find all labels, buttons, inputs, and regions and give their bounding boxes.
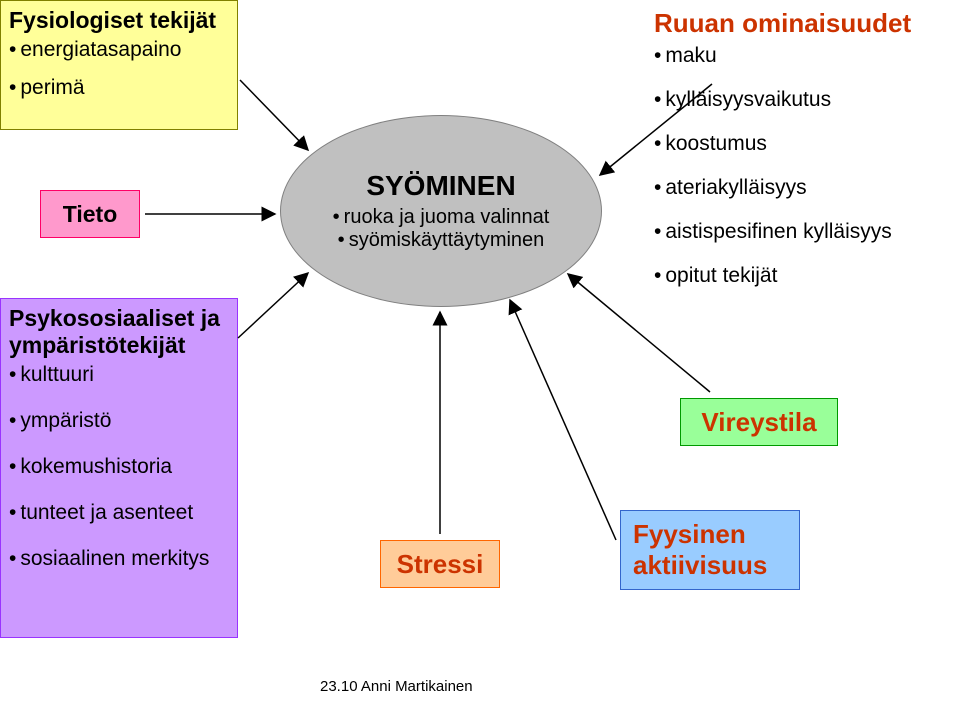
footer-credit: 23.10 Anni Martikainen bbox=[320, 678, 473, 695]
box-physiological-factors: Fysiologiset tekijät energiatasapaino per… bbox=[0, 0, 238, 130]
box-knowledge: Tieto bbox=[40, 190, 140, 238]
tieto-title: Tieto bbox=[63, 201, 118, 228]
box-food-properties: Ruuan ominaisuudet maku kylläisyysvaikutu… bbox=[645, 0, 945, 360]
list-item: kylläisyysvaikutus bbox=[654, 88, 936, 112]
list-item: syömiskäyttäytyminen bbox=[333, 229, 550, 252]
vireys-title: Vireystila bbox=[701, 407, 816, 438]
box-psychosocial-factors: Psykososiaaliset ja ympäristötekijät kul… bbox=[0, 298, 238, 638]
list-item: ruoka ja juoma valinnat bbox=[333, 206, 550, 229]
list-item: koostumus bbox=[654, 132, 936, 156]
box-stress: Stressi bbox=[380, 540, 500, 588]
list-item: tunteet ja asenteet bbox=[9, 501, 229, 525]
list-item: ateriakylläisyys bbox=[654, 176, 936, 200]
ellipse-eating: SYÖMINEN ruoka ja juoma valinnatsyömiskä… bbox=[280, 115, 602, 307]
ellipse-items: ruoka ja juoma valinnatsyömiskäyttäytymi… bbox=[333, 206, 550, 252]
fyysinen-title: Fyysinenaktiivisuus bbox=[633, 519, 767, 581]
list-item: energiatasapaino bbox=[9, 38, 229, 62]
list-item: kokemushistoria bbox=[9, 455, 229, 479]
food-title: Ruuan ominaisuudet bbox=[654, 7, 936, 40]
ellipse-title: SYÖMINEN bbox=[366, 170, 515, 202]
psycho-title: Psykososiaaliset ja ympäristötekijät bbox=[9, 305, 229, 359]
list-item: sosiaalinen merkitys bbox=[9, 547, 229, 571]
list-item: kulttuuri bbox=[9, 363, 229, 387]
physio-title: Fysiologiset tekijät bbox=[9, 7, 229, 34]
physio-items: energiatasapaino perimä bbox=[9, 38, 229, 100]
list-item: opitut tekijät bbox=[654, 264, 936, 288]
list-item: aistispesifinen kylläisyys bbox=[654, 220, 936, 244]
list-item: perimä bbox=[9, 76, 229, 100]
box-physical-activity: Fyysinenaktiivisuus bbox=[620, 510, 800, 590]
food-items: maku kylläisyysvaikutus koostumus ateriakyl… bbox=[654, 44, 936, 288]
box-alertness: Vireystila bbox=[680, 398, 838, 446]
list-item: maku bbox=[654, 44, 936, 68]
list-item: ympäristö bbox=[9, 409, 229, 433]
psycho-items: kulttuuri ympäristö kokemushistoria tunteet… bbox=[9, 363, 229, 571]
stressi-title: Stressi bbox=[397, 549, 484, 580]
